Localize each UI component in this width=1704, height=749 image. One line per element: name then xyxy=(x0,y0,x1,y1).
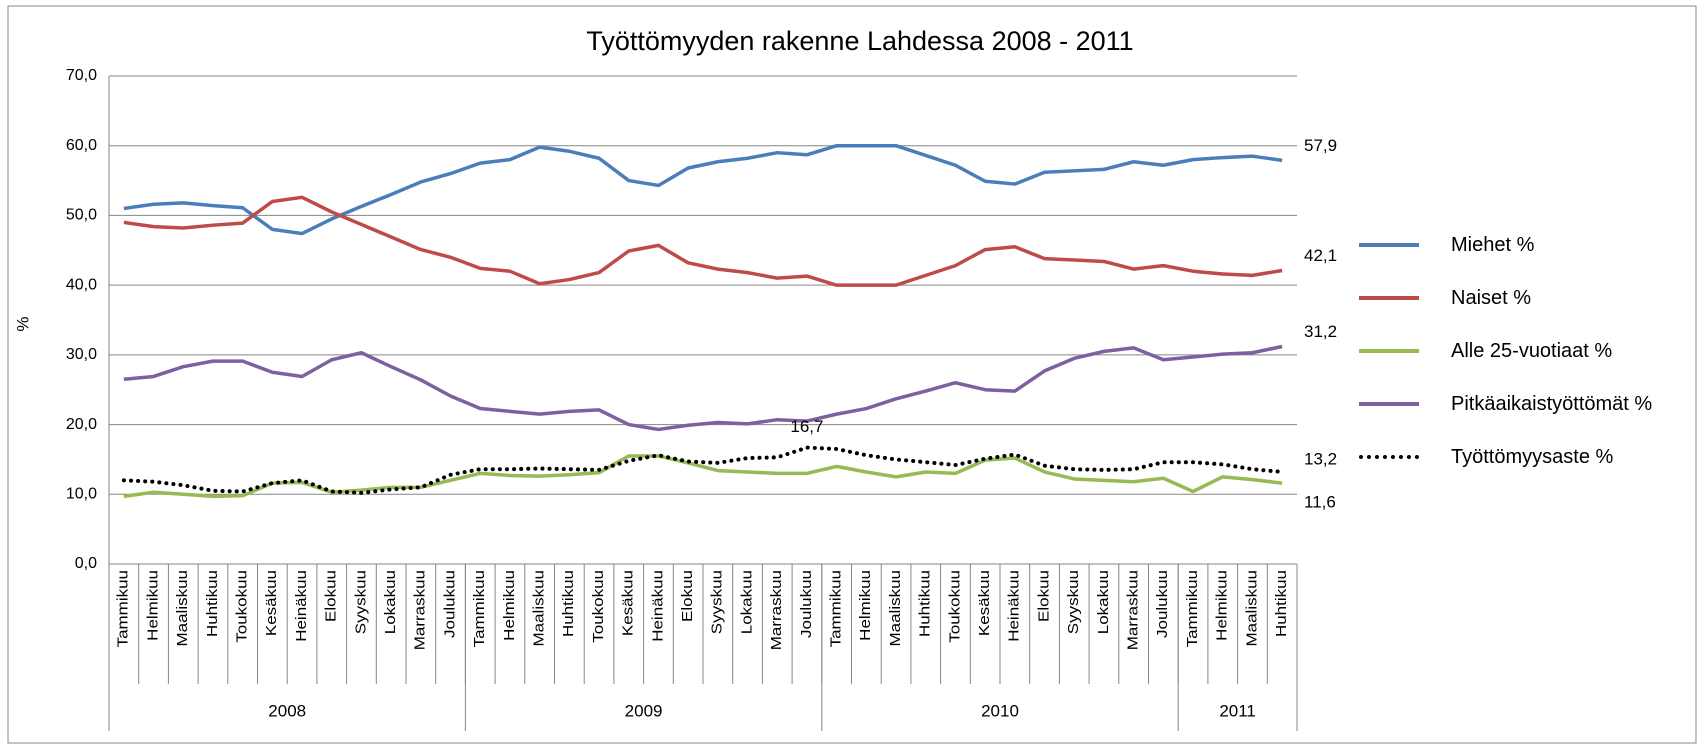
legend-item: Alle 25-vuotiaat % xyxy=(1359,332,1689,385)
data-label: 42,1 xyxy=(1304,246,1337,265)
legend-item: Pitkäaikaistyöttömät % xyxy=(1359,385,1689,438)
x-tick-label: Heinäkuu xyxy=(1007,570,1023,642)
x-tick-label: Marraskuu xyxy=(769,570,785,650)
x-tick-label: Toukokuu xyxy=(591,570,607,643)
x-tick-label: Kesäkuu xyxy=(621,570,637,636)
y-tick-label: 0,0 xyxy=(75,555,97,572)
y-tick-label: 40,0 xyxy=(66,276,97,293)
y-tick-label: 50,0 xyxy=(66,207,97,224)
x-tick-label: Maaliskuu xyxy=(1244,570,1260,646)
data-label: 16,7 xyxy=(790,417,823,436)
x-tick-label: Huhtikuu xyxy=(205,570,221,637)
x-tick-label: Helmikuu xyxy=(858,570,874,641)
x-tick-label: Huhtikuu xyxy=(561,570,577,637)
group-label: 2009 xyxy=(625,701,663,720)
x-tick-label: Lokakuu xyxy=(1096,570,1112,634)
data-label: 57,9 xyxy=(1304,136,1337,155)
legend-swatch xyxy=(1359,296,1419,300)
x-tick-label: Heinäkuu xyxy=(650,570,666,642)
series-line xyxy=(123,344,1283,432)
y-tick-label: 10,0 xyxy=(66,486,97,503)
x-tick-label: Huhtikuu xyxy=(1274,570,1290,637)
x-tick-label: Huhtikuu xyxy=(918,570,934,637)
legend-item: Työttömyysaste % xyxy=(1359,438,1689,491)
group-label: 2010 xyxy=(981,701,1019,720)
legend-item: Naiset % xyxy=(1359,279,1689,332)
legend-label: Työttömyysaste % xyxy=(1451,446,1614,468)
x-tick-label: Joulukuu xyxy=(442,570,458,638)
chart-border xyxy=(7,5,1697,744)
x-tick-label: Lokakuu xyxy=(383,570,399,634)
legend-label: Miehet % xyxy=(1451,234,1535,256)
legend-item: Miehet % xyxy=(1359,226,1689,279)
x-tick-label: Maaliskuu xyxy=(532,570,548,646)
legend-swatch xyxy=(1359,455,1419,459)
x-tick-label: Tammikuu xyxy=(116,570,132,647)
x-tick-label: Tammikuu xyxy=(472,570,488,647)
series-line xyxy=(123,454,1283,499)
x-tick-label: Toukokuu xyxy=(947,570,963,643)
legend-label: Pitkäaikaistyöttömät % xyxy=(1451,393,1653,415)
x-tick-label: Tammikuu xyxy=(829,570,845,647)
legend-swatch xyxy=(1359,243,1419,247)
series-line xyxy=(123,143,1283,236)
group-label: 2008 xyxy=(268,701,306,720)
x-tick-label: Syyskuu xyxy=(353,570,369,634)
legend-swatch xyxy=(1359,349,1419,353)
series-line xyxy=(123,195,1283,287)
x-tick-label: Tammikuu xyxy=(1185,570,1201,647)
x-tick-label: Maaliskuu xyxy=(175,570,191,646)
legend-label: Naiset % xyxy=(1451,287,1532,309)
y-tick-label: 30,0 xyxy=(66,346,97,363)
y-tick-label: 60,0 xyxy=(66,137,97,154)
y-tick-label: 70,0 xyxy=(66,67,97,84)
legend-label: Alle 25-vuotiaat % xyxy=(1451,340,1613,362)
x-tick-label: Lokakuu xyxy=(739,570,755,634)
x-tick-label: Elokuu xyxy=(324,570,340,622)
x-tick-label: Marraskuu xyxy=(413,570,429,650)
x-tick-label: Kesäkuu xyxy=(977,570,993,636)
x-tick-label: Helmikuu xyxy=(502,570,518,641)
x-tick-label: Elokuu xyxy=(680,570,696,622)
x-tick-label: Heinäkuu xyxy=(294,570,310,642)
legend-swatch xyxy=(1359,402,1419,406)
group-label: 2011 xyxy=(1219,701,1256,720)
series-line xyxy=(121,445,1285,495)
x-tick-label: Joulukuu xyxy=(1155,570,1171,638)
x-tick-label: Syyskuu xyxy=(1066,570,1082,634)
chart-title: Työttömyyden rakenne Lahdessa 2008 - 201… xyxy=(586,26,1133,56)
y-axis-label: % xyxy=(13,316,32,331)
x-tick-label: Joulukuu xyxy=(799,570,815,638)
x-tick-label: Helmikuu xyxy=(145,570,161,641)
data-label: 13,2 xyxy=(1304,449,1337,468)
x-tick-label: Maaliskuu xyxy=(888,570,904,646)
legend: Miehet % Naiset % Alle 25-vuotiaat % Pitkäa… xyxy=(1359,226,1689,491)
x-tick-label: Elokuu xyxy=(1036,570,1052,622)
x-tick-label: Kesäkuu xyxy=(264,570,280,636)
y-tick-label: 20,0 xyxy=(66,416,97,433)
data-label: 31,2 xyxy=(1304,322,1337,341)
data-label: 11,6 xyxy=(1304,493,1336,512)
x-tick-label: Helmikuu xyxy=(1215,570,1231,641)
x-tick-label: Toukokuu xyxy=(235,570,251,643)
x-tick-label: Syyskuu xyxy=(710,570,726,634)
x-tick-label: Marraskuu xyxy=(1126,570,1142,650)
